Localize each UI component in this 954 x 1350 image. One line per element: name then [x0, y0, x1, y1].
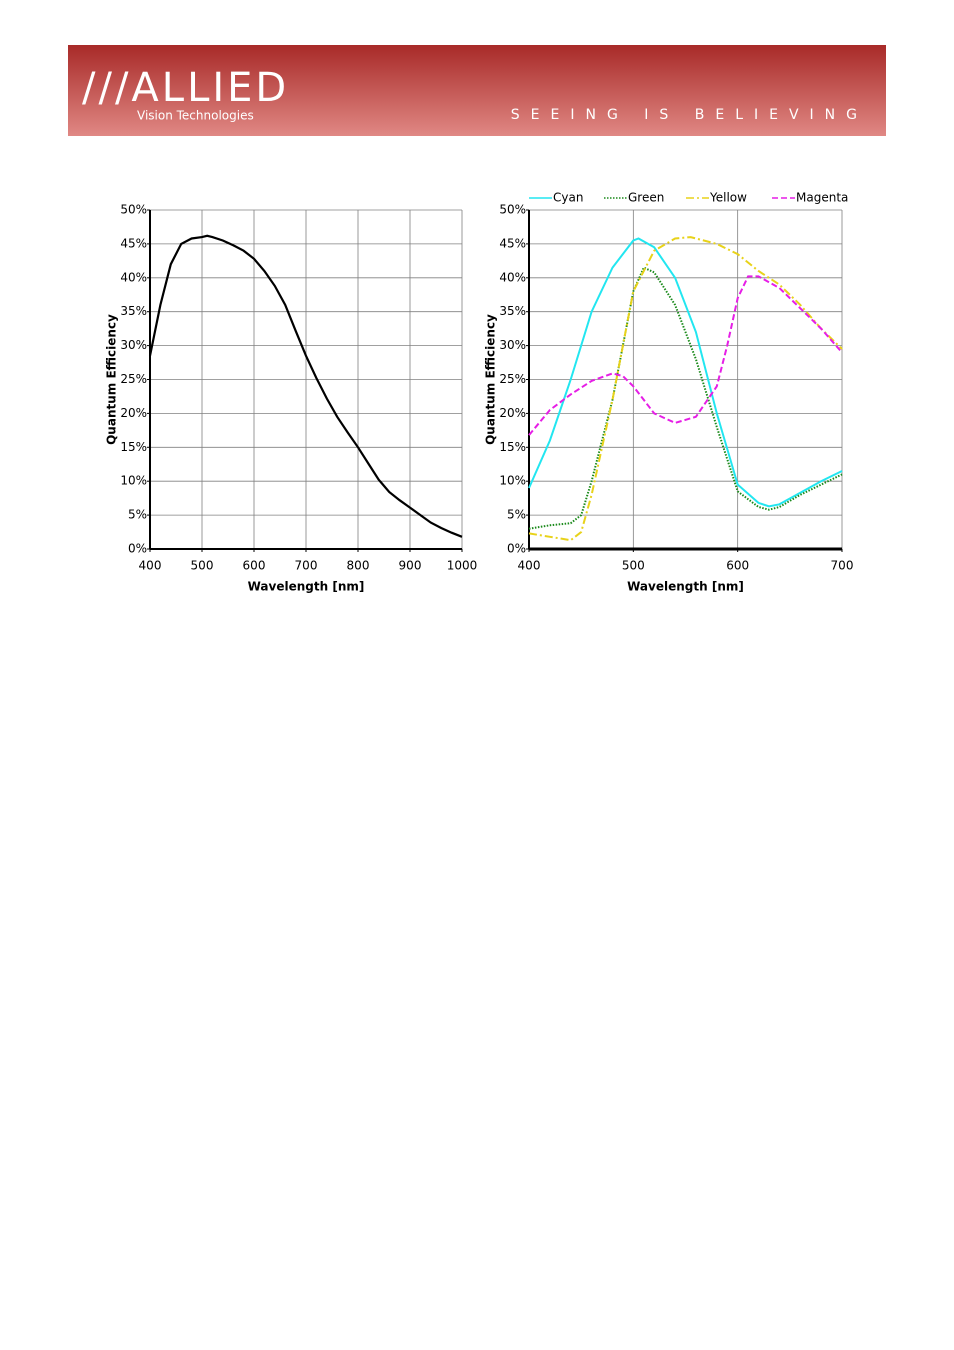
y-tick-label: 50% [120, 203, 147, 217]
line [148, 234, 463, 538]
series-line [528, 236, 843, 542]
tagline: SEEING IS BELIEVING [511, 107, 868, 123]
y-tick-label: 25% [120, 372, 147, 386]
y-tick-label: 35% [499, 304, 526, 318]
x-axis-title: Wavelength [nm] [248, 580, 365, 594]
header-band [68, 45, 886, 136]
x-tick-label: 700 [831, 559, 854, 573]
series-line [528, 275, 843, 436]
y-tick-label: 30% [120, 338, 147, 352]
x-tick-label: 700 [295, 559, 318, 573]
y-tick-label: 20% [499, 406, 526, 420]
x-tick-label: 500 [622, 559, 645, 573]
y-tick-label: 5% [128, 508, 147, 522]
y-tick-label: 40% [499, 270, 526, 284]
y-tick-label: 10% [120, 474, 147, 488]
legend-label: Cyan [553, 191, 583, 205]
x-tick-label: 600 [243, 559, 266, 573]
legend-label: Magenta [796, 191, 848, 205]
x-tick-label: 500 [191, 559, 214, 573]
y-tick-label: 15% [499, 440, 526, 454]
x-tick-label: 800 [347, 559, 370, 573]
y-tick-label: 40% [120, 270, 147, 284]
series-line [528, 237, 843, 508]
y-tick-label: 35% [120, 304, 147, 318]
x-tick-label: 400 [139, 559, 162, 573]
y-tick-label: 50% [499, 203, 526, 217]
y-tick-label: 5% [507, 508, 526, 522]
x-tick-label: 900 [399, 559, 422, 573]
y-tick-label: 0% [507, 542, 526, 556]
series-line [528, 266, 843, 530]
legend-label: Green [628, 191, 664, 205]
y-tick-label: 45% [120, 236, 147, 250]
y-tick-label: 45% [499, 236, 526, 250]
y-axis-title: Quantum Efficiency [105, 314, 119, 445]
y-tick-label: 20% [120, 406, 147, 420]
y-tick-label: 25% [499, 372, 526, 386]
y-tick-label: 30% [499, 338, 526, 352]
y-tick-label: 0% [128, 542, 147, 556]
x-tick-label: 600 [726, 559, 749, 573]
x-tick-label: 1000 [447, 559, 478, 573]
y-tick-label: 15% [120, 440, 147, 454]
subbrand: Vision Technologies [137, 109, 254, 123]
legend-label: Yellow [709, 191, 747, 205]
x-tick-label: 400 [518, 559, 541, 573]
brand: ///ALLIED [82, 65, 289, 111]
y-tick-label: 10% [499, 474, 526, 488]
y-axis-title: Quantum Efficiency [484, 314, 498, 445]
x-axis-title: Wavelength [nm] [627, 580, 744, 594]
